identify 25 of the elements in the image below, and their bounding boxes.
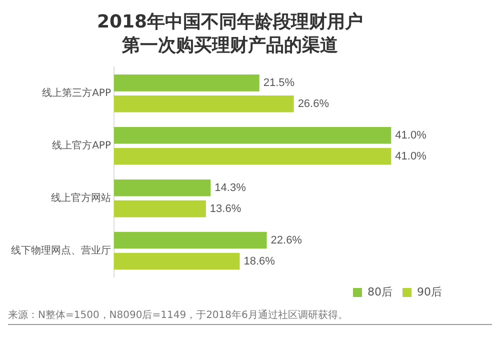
chart-subtitle: 第一次购买理财产品的渠道 [121, 35, 338, 56]
bar [114, 126, 392, 144]
y-tick-label: 线下物理网点、营业厅 [11, 244, 111, 256]
bar [114, 179, 211, 196]
bar [114, 252, 240, 270]
data-label: 21.5% [263, 76, 295, 89]
bar [114, 148, 392, 165]
bar [114, 232, 267, 249]
data-label: 18.6% [244, 255, 276, 268]
data-label: 14.3% [214, 182, 246, 194]
y-tick-label: 线上官方APP [52, 139, 111, 152]
bar [114, 200, 206, 218]
legend-label: 80后 [368, 285, 393, 298]
data-label: 41.0% [395, 150, 427, 162]
legend-label: 90后 [417, 285, 442, 298]
bar [114, 96, 294, 112]
y-tick-label: 线上官方网站 [51, 192, 111, 204]
chart-title: 2018年中国不同年龄段理财用户 [96, 11, 364, 32]
y-tick-label: 线上第三方APP [42, 87, 111, 100]
bar [114, 74, 260, 92]
data-label: 26.6% [298, 98, 330, 110]
data-label: 41.0% [395, 129, 427, 142]
source-note: 来源：N整体=1500，N8090后=1149，于2018年6月通过社区调研获得。 [8, 308, 492, 325]
data-label: 22.6% [270, 234, 302, 246]
data-label: 13.6% [210, 202, 242, 215]
